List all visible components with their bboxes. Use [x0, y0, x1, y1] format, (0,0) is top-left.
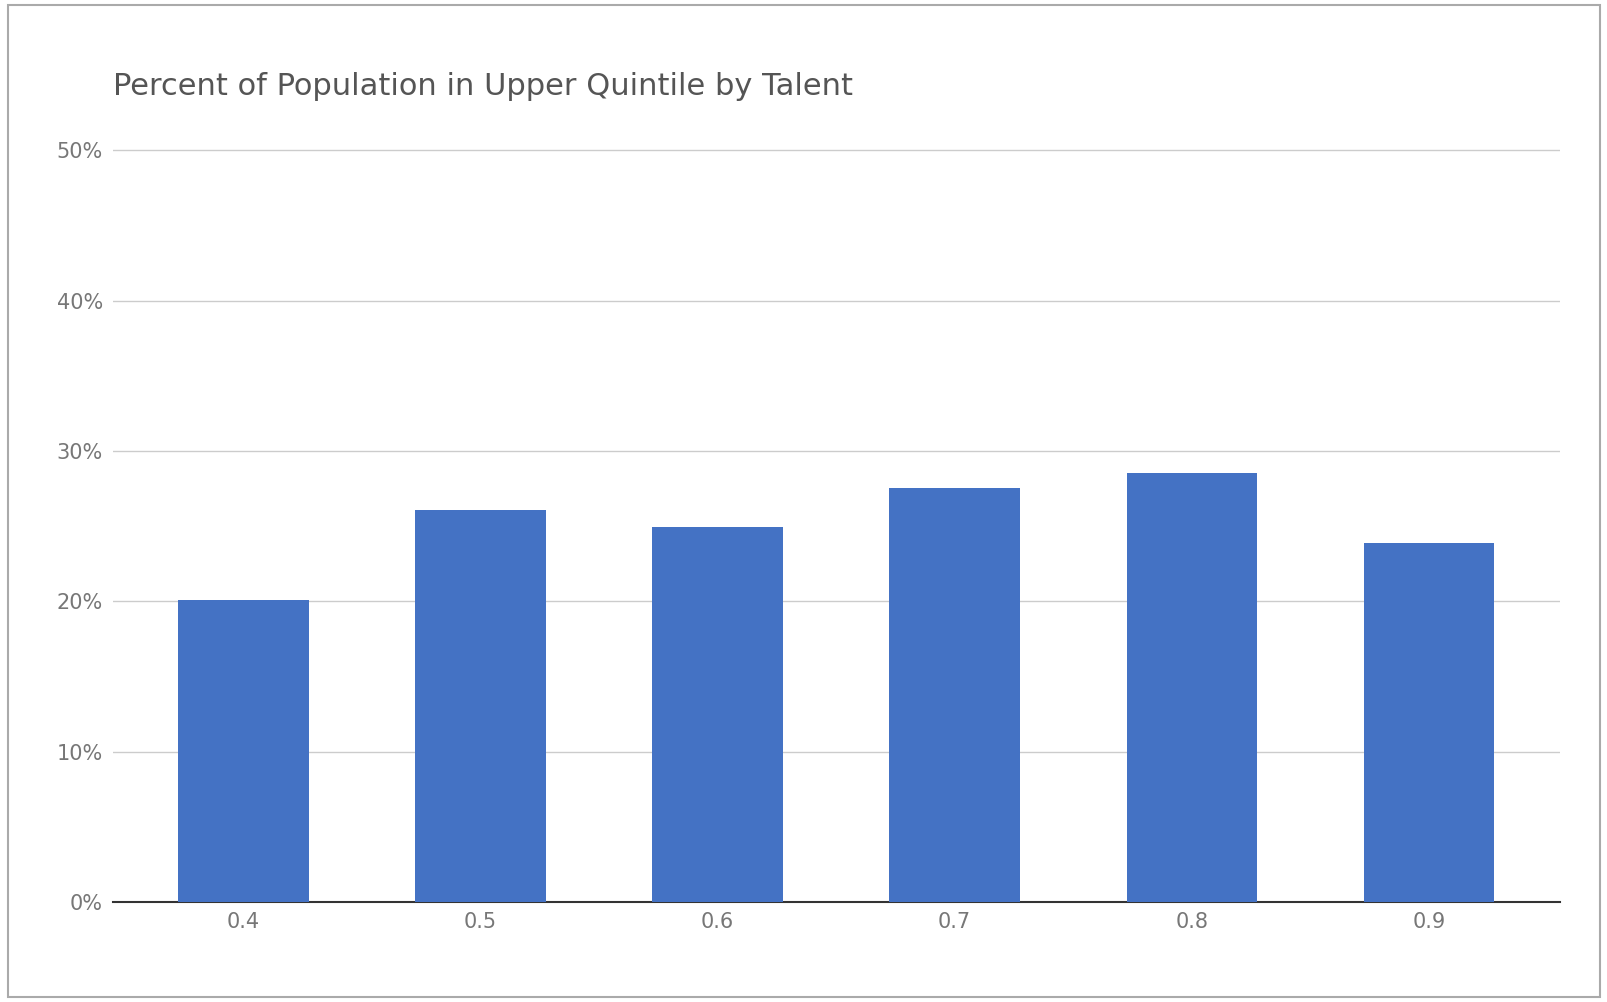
Bar	[889, 488, 1019, 902]
Bar	[1363, 543, 1493, 902]
Bar	[652, 527, 783, 902]
Text: Percent of Population in Upper Quintile by Talent: Percent of Population in Upper Quintile …	[112, 72, 852, 101]
Bar	[415, 510, 545, 902]
Bar	[178, 600, 309, 902]
Bar	[1127, 474, 1257, 902]
